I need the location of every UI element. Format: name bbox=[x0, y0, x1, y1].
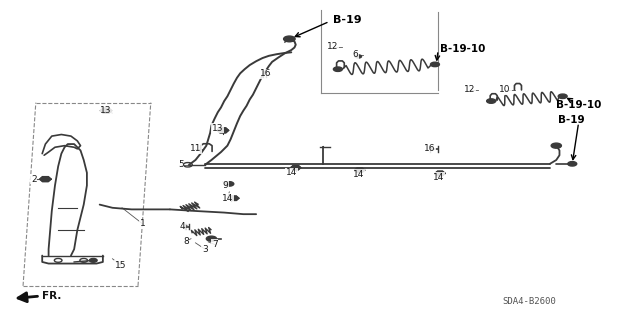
Text: 6: 6 bbox=[352, 50, 358, 59]
Polygon shape bbox=[40, 177, 51, 181]
Text: 1: 1 bbox=[140, 219, 145, 228]
Text: B-19-10: B-19-10 bbox=[440, 44, 485, 54]
Text: 4: 4 bbox=[180, 222, 186, 231]
Circle shape bbox=[206, 236, 216, 241]
Text: 11: 11 bbox=[189, 144, 201, 153]
Text: FR.: FR. bbox=[42, 291, 61, 301]
Polygon shape bbox=[355, 168, 365, 172]
Text: 7: 7 bbox=[212, 240, 218, 249]
Text: B-19-10: B-19-10 bbox=[556, 100, 602, 110]
Text: 16: 16 bbox=[260, 69, 271, 78]
Polygon shape bbox=[100, 108, 112, 113]
Text: 12: 12 bbox=[327, 42, 339, 52]
Text: 8: 8 bbox=[183, 237, 189, 246]
Text: 12: 12 bbox=[465, 85, 476, 94]
Circle shape bbox=[486, 99, 495, 103]
Polygon shape bbox=[435, 171, 445, 176]
Text: B-19: B-19 bbox=[333, 15, 362, 26]
Polygon shape bbox=[217, 128, 228, 133]
Text: 14: 14 bbox=[433, 173, 444, 182]
Text: 5: 5 bbox=[178, 160, 184, 169]
Circle shape bbox=[355, 55, 362, 58]
Text: 14: 14 bbox=[353, 170, 364, 179]
Text: 13: 13 bbox=[212, 124, 223, 132]
Polygon shape bbox=[228, 196, 239, 200]
Circle shape bbox=[431, 62, 440, 67]
Circle shape bbox=[225, 182, 234, 186]
Text: 3: 3 bbox=[202, 245, 208, 254]
Text: 9: 9 bbox=[223, 181, 228, 190]
Circle shape bbox=[333, 67, 342, 71]
Text: 14: 14 bbox=[221, 194, 233, 203]
Polygon shape bbox=[291, 165, 301, 170]
Text: SDA4-B2600: SDA4-B2600 bbox=[502, 297, 556, 306]
Circle shape bbox=[90, 259, 97, 262]
Text: 10: 10 bbox=[499, 85, 511, 94]
Text: B-19: B-19 bbox=[557, 115, 584, 125]
Text: 13: 13 bbox=[100, 106, 112, 115]
Text: 2: 2 bbox=[31, 175, 36, 184]
Circle shape bbox=[558, 94, 567, 99]
Circle shape bbox=[568, 162, 577, 166]
Text: 14: 14 bbox=[285, 168, 297, 177]
Circle shape bbox=[284, 36, 295, 42]
Circle shape bbox=[551, 143, 561, 148]
Text: 15: 15 bbox=[115, 261, 127, 270]
Text: 16: 16 bbox=[424, 144, 436, 153]
